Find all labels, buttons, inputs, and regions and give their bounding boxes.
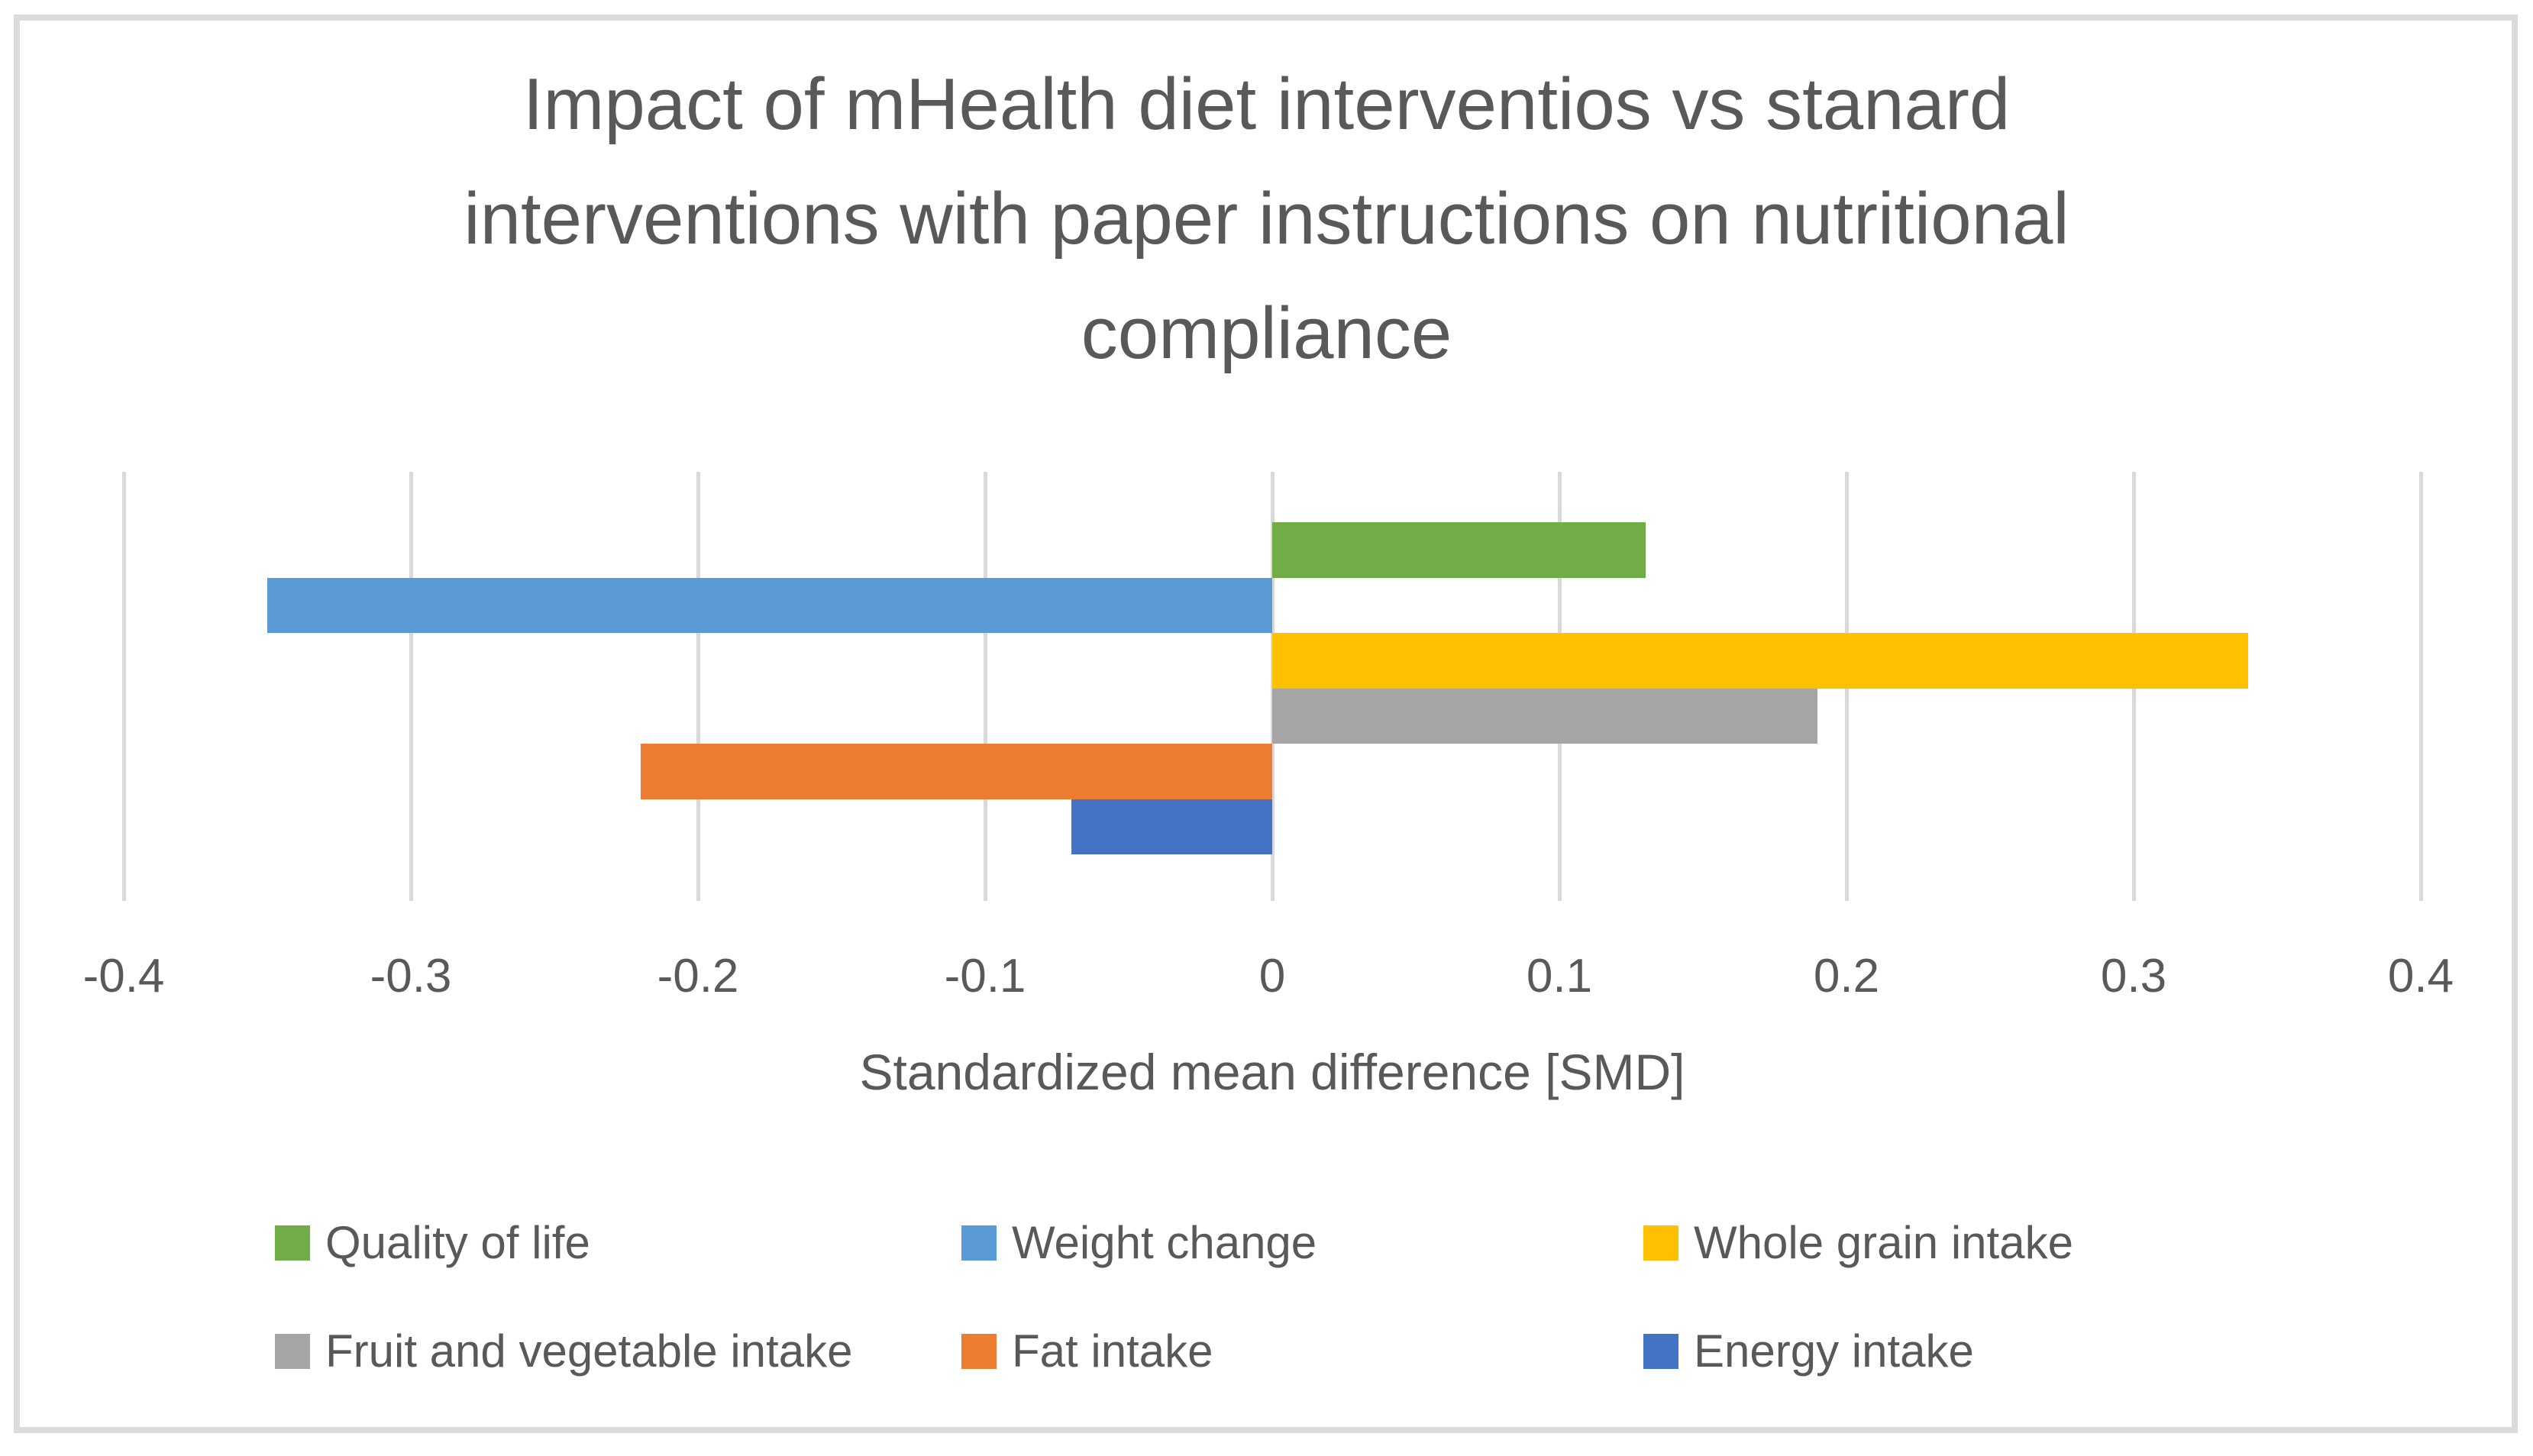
x-tick-label--0.2: -0.2 xyxy=(657,950,739,1002)
x-axis-title: Standardized mean difference [SMD] xyxy=(859,1044,1685,1100)
gridline-x--0.1 xyxy=(983,472,987,901)
chart-title-line-2: interventions with paper instructions on… xyxy=(464,178,2069,260)
bar-weight-change xyxy=(267,577,1272,633)
bar-whole-grain-intake xyxy=(1272,633,2249,689)
gridline-x-0.4 xyxy=(2418,472,2423,901)
gridline-x--0.2 xyxy=(696,472,700,901)
x-tick-label--0.1: -0.1 xyxy=(944,950,1026,1002)
bar-quality-of-life xyxy=(1272,522,1646,578)
chart-border-frame xyxy=(14,15,2518,1433)
chart-title-line-3: compliance xyxy=(1081,292,1452,374)
bar-energy-intake xyxy=(1071,799,1272,854)
x-tick-label-0.2: 0.2 xyxy=(1813,950,1880,1002)
gridline-x--0.4 xyxy=(121,472,126,901)
x-tick-label-0.3: 0.3 xyxy=(2100,950,2167,1002)
x-tick-label--0.4: -0.4 xyxy=(82,950,165,1002)
x-tick-label-0.4: 0.4 xyxy=(2387,950,2454,1002)
bar-fat-intake xyxy=(640,744,1272,799)
gridline-x--0.3 xyxy=(409,472,413,901)
x-tick-label--0.3: -0.3 xyxy=(370,950,452,1002)
x-tick-label-0: 0 xyxy=(1258,950,1286,1002)
chart-title: Impact of mHealth diet interventios vs s… xyxy=(0,47,2533,391)
chart-title-line-1: Impact of mHealth diet interventios vs s… xyxy=(522,63,2011,145)
bar-fruit-and-vegetable-intake xyxy=(1272,688,1818,744)
x-axis-tick-labels: -0.4 -0.3 -0.2 -0.1 0 0.1 0.2 0.3 0.4 xyxy=(0,949,2533,1004)
plot-area xyxy=(121,472,2423,901)
x-tick-label-0.1: 0.1 xyxy=(1526,950,1593,1002)
